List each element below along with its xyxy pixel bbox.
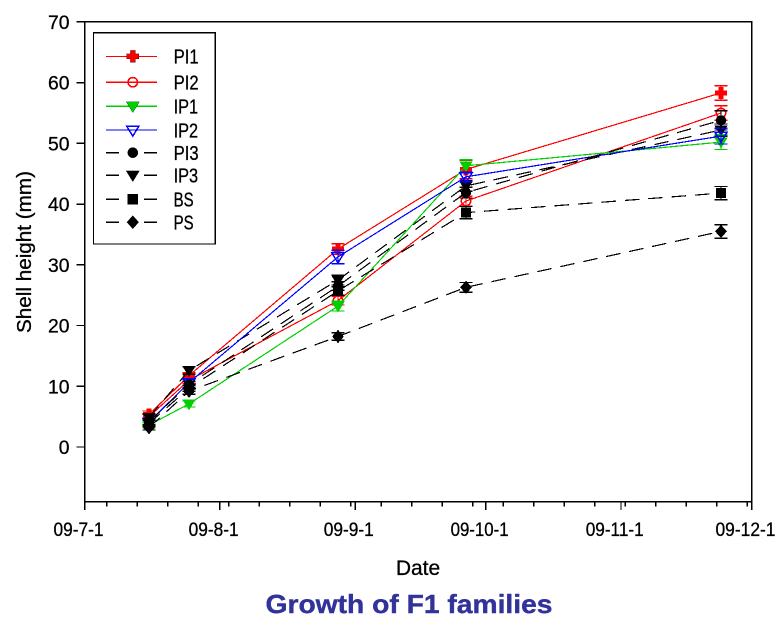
svg-text:Growth of F1 families: Growth of F1 families [266,589,553,619]
svg-text:BS: BS [174,190,194,212]
svg-text:PI1: PI1 [174,47,199,69]
svg-text:09-8-1: 09-8-1 [189,520,239,541]
svg-text:09-9-1: 09-9-1 [324,520,374,541]
svg-text:30: 30 [48,256,69,277]
svg-text:Shell height (mm): Shell height (mm) [14,171,36,333]
svg-text:10: 10 [48,377,69,398]
svg-text:PI3: PI3 [174,143,199,165]
svg-text:Date: Date [396,557,440,580]
svg-text:0: 0 [59,438,70,459]
svg-text:09-10-1: 09-10-1 [451,520,509,541]
svg-text:PS: PS [174,212,194,234]
svg-text:20: 20 [48,317,69,338]
svg-text:09-12-1: 09-12-1 [716,520,776,541]
svg-text:60: 60 [48,74,69,95]
svg-text:IP1: IP1 [174,96,199,118]
svg-text:IP2: IP2 [174,120,199,142]
svg-text:40: 40 [48,195,69,216]
svg-text:50: 50 [48,134,69,155]
svg-text:IP3: IP3 [174,166,199,188]
svg-text:09-11-1: 09-11-1 [586,520,644,541]
svg-text:09-7-1: 09-7-1 [54,520,104,541]
svg-text:PI2: PI2 [174,72,199,94]
svg-text:70: 70 [48,13,69,34]
